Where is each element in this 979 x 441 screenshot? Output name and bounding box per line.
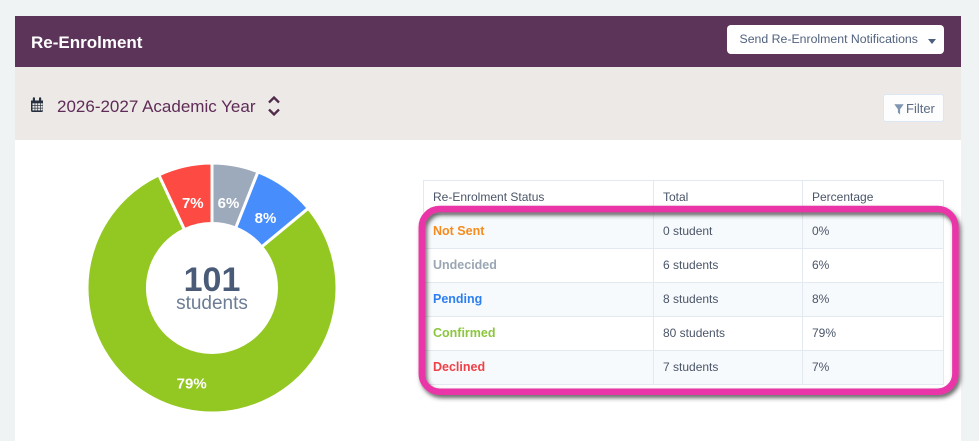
svg-text:8%: 8% xyxy=(255,210,277,227)
svg-text:students: students xyxy=(176,293,248,314)
svg-text:79%: 79% xyxy=(177,375,207,392)
svg-text:101: 101 xyxy=(184,261,241,299)
svg-text:6%: 6% xyxy=(218,195,240,212)
svg-text:7%: 7% xyxy=(182,195,204,212)
